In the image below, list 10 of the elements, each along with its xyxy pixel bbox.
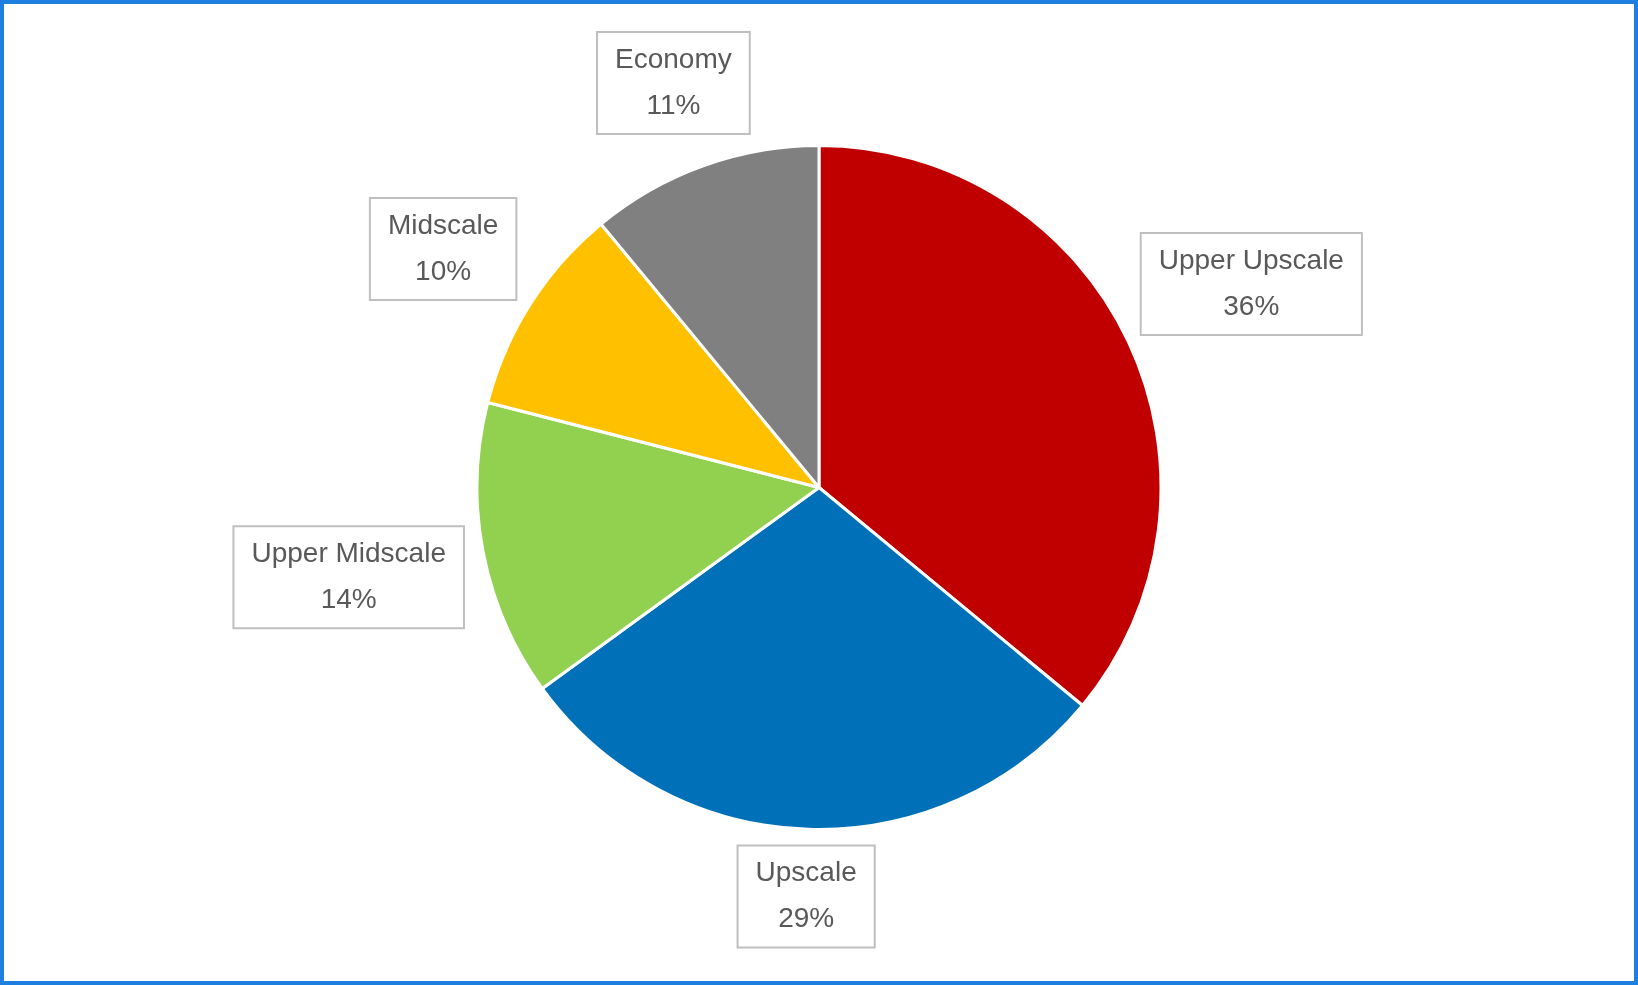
slice-label: Upper Midscale <box>251 536 446 568</box>
data-label: 11% <box>646 88 701 120</box>
slice-label: Upper Upscale <box>1158 243 1344 275</box>
data-label: 29% <box>778 902 835 934</box>
slice-label: Upscale <box>755 856 857 888</box>
data-label: 10% <box>415 254 472 286</box>
data-label: 36% <box>1223 289 1280 321</box>
data-label: 14% <box>320 582 377 614</box>
slice-label: Midscale <box>387 208 499 240</box>
slice-label: Economy <box>615 42 732 74</box>
